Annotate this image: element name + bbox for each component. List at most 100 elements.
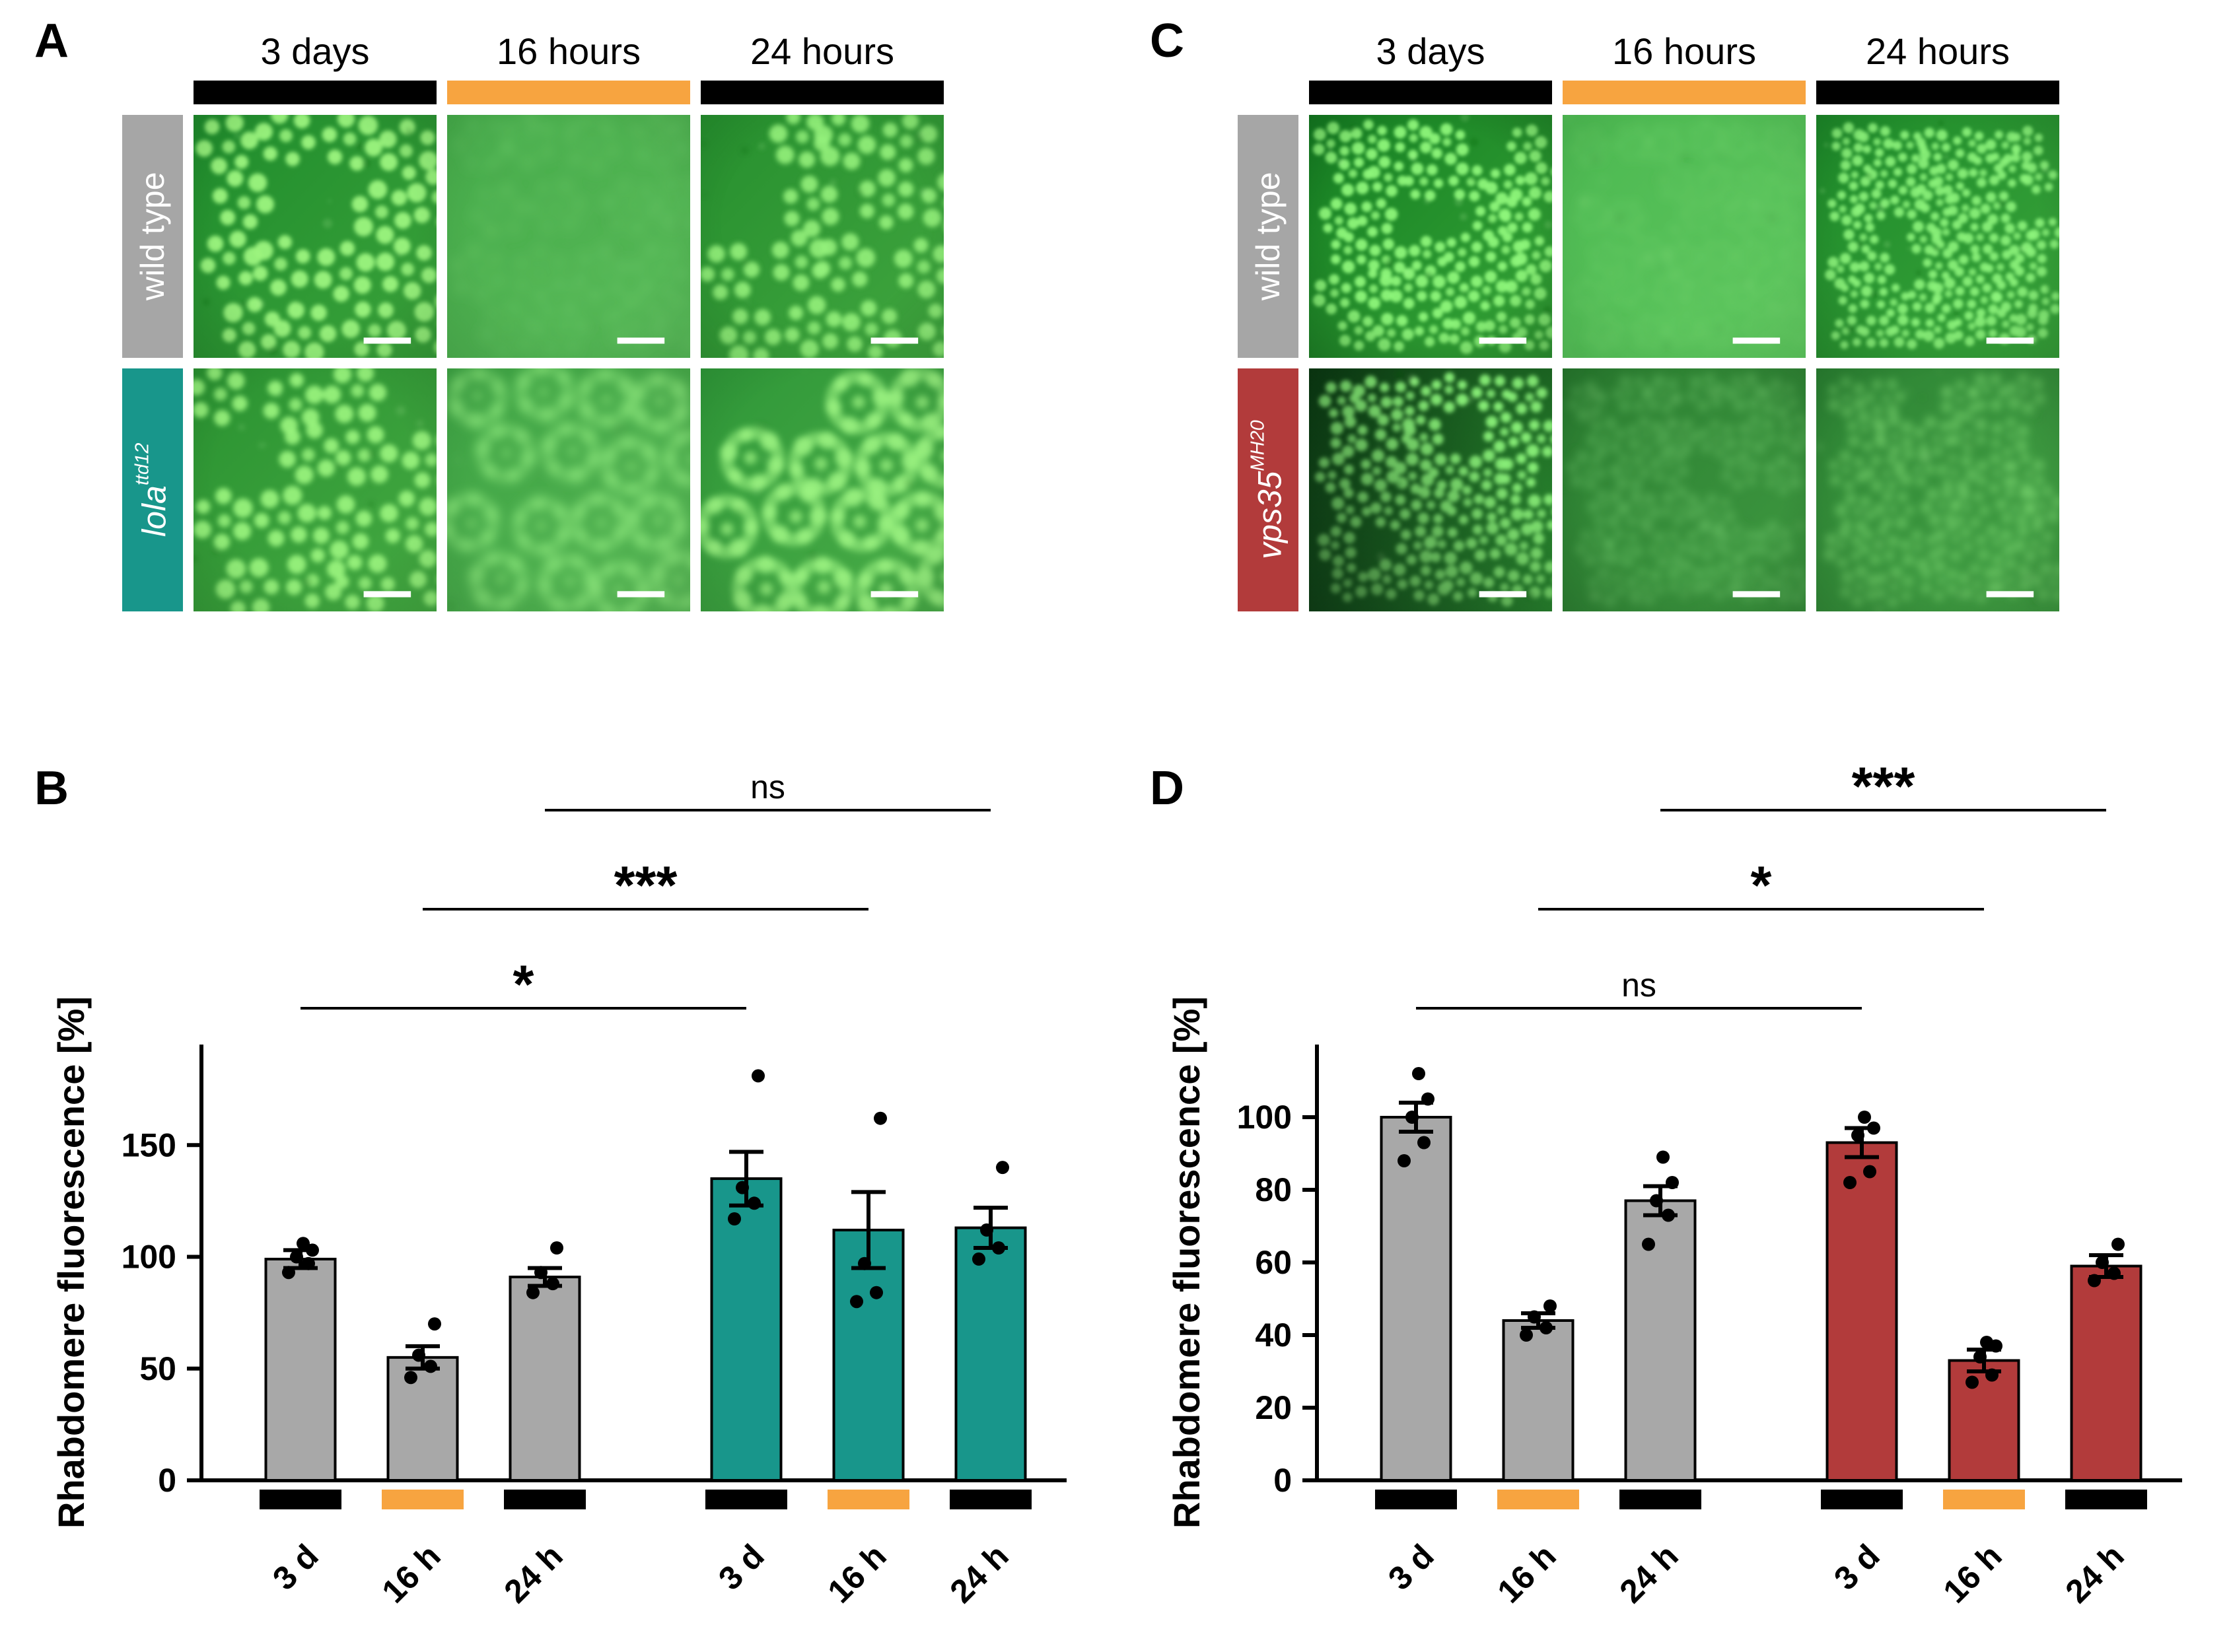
data-point: [1405, 1111, 1419, 1124]
significance-label: ns: [750, 769, 785, 806]
scale-bar: [363, 337, 411, 344]
dark-corner-overlay: [1309, 368, 1552, 611]
column-header: 16 hours: [447, 29, 690, 104]
vignette-overlay: [447, 115, 690, 358]
scale-bar: [617, 337, 665, 344]
x-category-label: 3 d: [266, 1537, 326, 1597]
fluorescence-micrograph: [194, 115, 437, 358]
y-tick-label: 50: [139, 1350, 176, 1387]
axis-marker: [950, 1490, 1032, 1509]
column-header-label: 16 hours: [1612, 30, 1756, 72]
data-point: [1398, 1154, 1411, 1167]
vignette-overlay: [701, 115, 944, 358]
scale-bar: [1732, 591, 1781, 598]
bar: [1502, 1319, 1575, 1482]
significance-label: ***: [1852, 761, 1915, 817]
data-point: [1980, 1336, 1993, 1349]
data-point: [992, 1241, 1005, 1255]
axis-marker: [1619, 1490, 1701, 1509]
bar: [1825, 1141, 1898, 1482]
y-tick-label: 0: [158, 1462, 176, 1499]
bar: [832, 1228, 905, 1482]
bar: [1380, 1116, 1452, 1482]
data-point: [1528, 1310, 1541, 1324]
y-tick-label: 40: [1255, 1317, 1292, 1354]
fluorescence-micrograph: [1309, 115, 1552, 358]
micro-grid-C: 3 days 16 hours 24 hours wild type vps35MH20: [1238, 29, 2231, 611]
data-point: [1656, 1150, 1670, 1164]
data-point: [424, 1359, 437, 1373]
y-tick-label: 0: [1273, 1462, 1292, 1499]
data-point: [1858, 1111, 1871, 1124]
genotype-row-label: wild type: [1238, 115, 1298, 358]
scale-bar: [617, 591, 665, 598]
data-point: [404, 1371, 417, 1385]
data-point: [858, 1256, 871, 1270]
genotype-row-label: vps35MH20: [1238, 368, 1298, 611]
x-category-label: 24 h: [942, 1537, 1015, 1610]
data-point: [2107, 1266, 2121, 1280]
scale-bar: [363, 591, 411, 598]
y-axis-title: Rhabdomere fluorescence [%]: [50, 996, 92, 1529]
fluorescence-micrograph: [1816, 115, 2059, 358]
column-header-bar: [701, 81, 944, 104]
scale-bar: [1986, 591, 2034, 598]
data-point: [1642, 1237, 1655, 1251]
bar: [1624, 1199, 1697, 1482]
axis-marker: [382, 1490, 464, 1509]
column-header: 24 hours: [1816, 29, 2059, 104]
significance-label: *: [1751, 856, 1772, 916]
micro-image: [447, 115, 690, 358]
column-header-bar: [1816, 81, 2059, 104]
data-point: [290, 1250, 303, 1264]
y-tick-label: 150: [122, 1126, 176, 1163]
column-header: 3 days: [194, 29, 437, 104]
column-header-label: 24 hours: [750, 30, 894, 72]
micro-image: [447, 368, 690, 611]
grid-spacer: [122, 29, 183, 104]
scale-bar: [1732, 337, 1781, 344]
y-tick-label: 80: [1255, 1171, 1292, 1208]
bar: [386, 1356, 459, 1482]
data-point: [1863, 1165, 1876, 1179]
bar: [264, 1257, 337, 1482]
data-point: [752, 1069, 765, 1083]
panel-letter-D: D: [1150, 762, 1184, 815]
data-point: [996, 1161, 1009, 1175]
y-tick-label: 100: [1237, 1099, 1292, 1136]
x-category-label: 24 h: [497, 1537, 569, 1610]
data-point: [1412, 1067, 1425, 1080]
data-point: [1666, 1176, 1679, 1189]
panel-letter-B: B: [34, 762, 69, 815]
data-point: [297, 1237, 310, 1251]
data-point: [1965, 1375, 1979, 1389]
genotype-name: lolattd12: [131, 442, 173, 537]
axis-marker: [705, 1490, 787, 1509]
vignette-overlay: [1563, 115, 1806, 358]
vignette-overlay: [194, 368, 437, 611]
bar: [2070, 1264, 2142, 1482]
micro-image: [1816, 368, 2059, 611]
data-point: [1520, 1328, 1533, 1342]
significance-label: ***: [614, 856, 678, 916]
vignette-overlay: [447, 368, 690, 611]
column-header-label: 24 hours: [1866, 30, 2010, 72]
data-point: [728, 1212, 741, 1225]
panel-letter-C: C: [1150, 15, 1184, 67]
data-point: [870, 1286, 883, 1299]
column-header-bar: [194, 81, 437, 104]
y-tick-label: 100: [122, 1239, 176, 1276]
column-header-label: 16 hours: [497, 30, 641, 72]
axis-marker: [1943, 1490, 2025, 1509]
data-point: [1851, 1128, 1864, 1142]
data-point: [2111, 1237, 2125, 1251]
bar: [954, 1226, 1027, 1482]
x-category-label: 16 h: [1936, 1537, 2008, 1610]
y-tick-label: 20: [1255, 1389, 1292, 1426]
data-point: [748, 1196, 761, 1210]
genotype-name: wild type: [1250, 172, 1287, 301]
vignette-overlay: [1816, 115, 2059, 358]
fluorescence-micrograph: [447, 115, 690, 358]
vignette-overlay: [1309, 115, 1552, 358]
axis-marker: [504, 1490, 586, 1509]
